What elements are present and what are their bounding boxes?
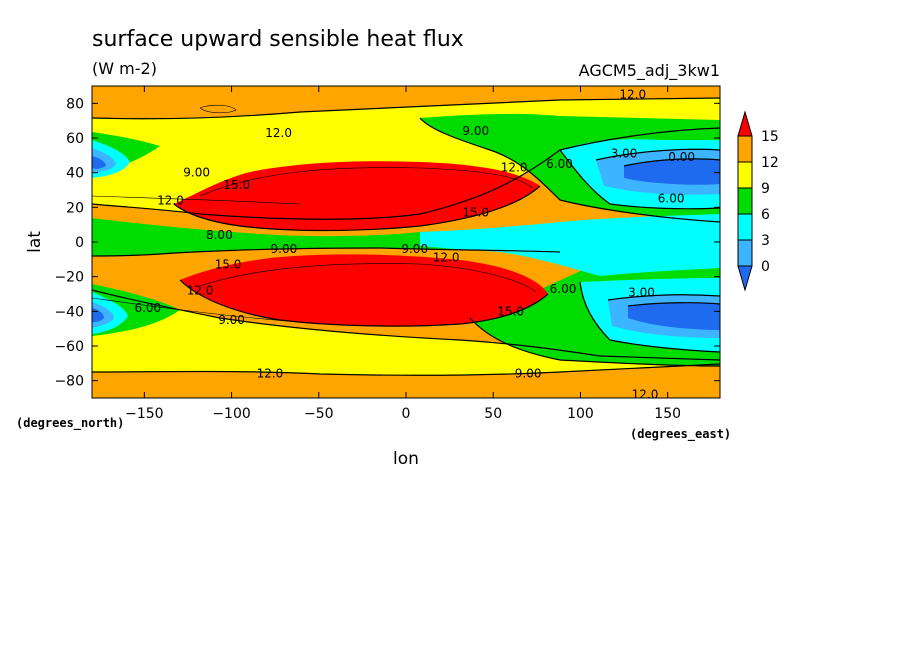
contour-label: 6.00 <box>550 282 577 296</box>
x-tick-label: −100 <box>212 406 250 422</box>
x-tick-label: 0 <box>402 406 411 422</box>
y-units-label: (degrees_north) <box>16 416 124 431</box>
contour-label: 3.00 <box>611 147 638 161</box>
contour-label: 6.00 <box>134 301 161 315</box>
colorbar-label: 9 <box>761 181 770 197</box>
y-tick-label: −80 <box>54 374 84 390</box>
colorbar: 15 12 9 6 3 0 <box>737 110 779 292</box>
contour-label: 3.00 <box>628 285 655 299</box>
contour-label: 12.0 <box>187 284 214 298</box>
colorbar-label: 6 <box>761 207 770 223</box>
colorbar-extend-max <box>737 110 753 137</box>
contour-fill-3-6 <box>420 214 720 276</box>
contour-label: 9.00 <box>515 367 542 381</box>
contour-fill-15-plus <box>174 161 540 231</box>
contour-fill-9-12 <box>92 206 720 376</box>
y-tick-label: 80 <box>66 96 84 112</box>
y-tick-label: −40 <box>54 304 84 320</box>
y-axis-label: lat <box>25 231 45 253</box>
contour-label: 15.0 <box>223 178 250 192</box>
contour-field <box>92 86 720 398</box>
contour-label: 9.00 <box>271 242 298 256</box>
contour-label: 9.00 <box>218 313 245 327</box>
y-tick-label: −60 <box>54 339 84 355</box>
contour-label: 12.0 <box>619 88 646 102</box>
contour-label: 9.00 <box>183 166 210 180</box>
dataset-label: AGCM5_adj_3kw1 <box>579 61 720 81</box>
colorbar-box <box>737 135 753 163</box>
x-tick-label: −50 <box>304 406 334 422</box>
x-tick-label: −150 <box>125 406 163 422</box>
y-tick-label: −20 <box>54 270 84 286</box>
x-tick-label: 150 <box>654 406 681 422</box>
contour-minor-lines <box>92 104 537 323</box>
contour-label: 9.00 <box>462 124 489 138</box>
contour-label: 12.0 <box>257 367 284 381</box>
x-axis-ticks: −150 −100 −50 0 50 100 150 <box>125 86 681 422</box>
colorbar-label: 3 <box>761 233 770 249</box>
contour-label: 6.00 <box>658 192 685 206</box>
y-tick-label: 0 <box>75 235 84 251</box>
chart-units: (W m-2) <box>92 59 157 78</box>
colorbar-box <box>737 161 753 189</box>
contour-label: 12.0 <box>433 251 460 265</box>
y-tick-label: 20 <box>66 200 84 216</box>
contour-label: 12.0 <box>632 388 659 402</box>
chart-title: surface upward sensible heat flux <box>92 27 464 52</box>
x-units-label: (degrees_east) <box>630 427 731 442</box>
contour-label: 0.00 <box>668 150 695 164</box>
colorbar-extend-min <box>737 265 753 292</box>
contour-lines <box>92 97 720 376</box>
colorbar-label: 12 <box>761 155 779 171</box>
colorbar-box <box>737 239 753 267</box>
contour-label: 12.0 <box>157 193 184 207</box>
contour-label: 8.00 <box>206 228 233 242</box>
contour-label: 15.0 <box>497 304 524 318</box>
colorbar-label: 15 <box>761 129 779 145</box>
contour-fill-below-0 <box>628 302 720 330</box>
contour-label: 15.0 <box>215 258 242 272</box>
contour-label: 12.0 <box>265 126 292 140</box>
x-axis-label: lon <box>393 449 419 469</box>
colorbar-box <box>737 187 753 215</box>
contour-label: 9.00 <box>401 242 428 256</box>
contour-label: 15.0 <box>462 206 489 220</box>
contour-fill-15-plus <box>180 254 548 327</box>
y-axis-ticks: 80 60 40 20 0 −20 −40 −60 −80 <box>54 96 720 390</box>
y-tick-label: 40 <box>66 166 84 182</box>
contour-fill-below-0 <box>624 158 720 185</box>
colorbar-box <box>737 213 753 241</box>
contour-fill-below-0 <box>92 156 106 169</box>
x-tick-label: 100 <box>567 406 594 422</box>
contour-label: 6.00 <box>546 157 573 171</box>
x-tick-label: 50 <box>484 406 502 422</box>
y-tick-label: 60 <box>66 131 84 147</box>
contour-label: 12.0 <box>501 160 528 174</box>
colorbar-label: 0 <box>761 259 770 275</box>
